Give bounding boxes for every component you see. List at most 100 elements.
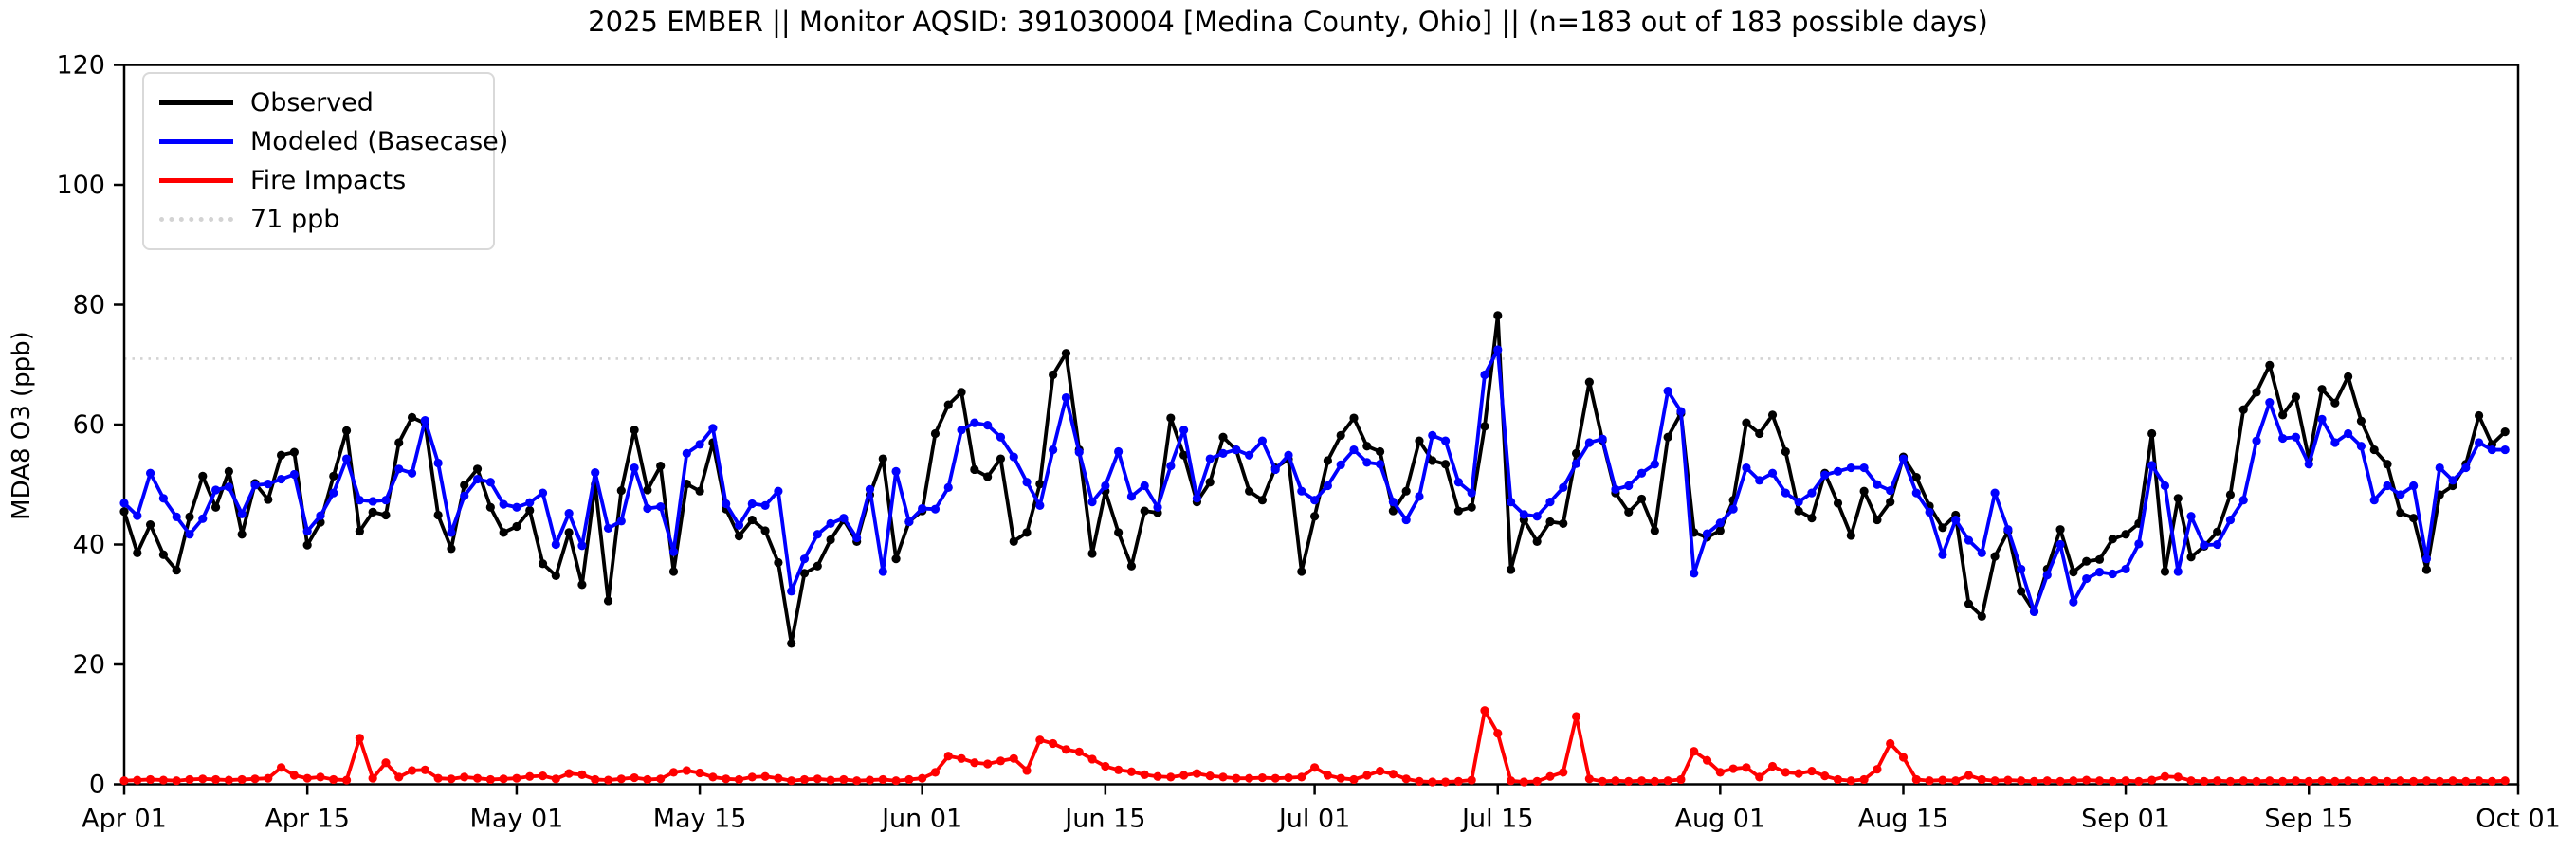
series-marker-fire-impacts xyxy=(2134,776,2144,786)
series-marker-observed xyxy=(577,580,587,590)
series-marker-modeled-basecase- xyxy=(1205,454,1215,463)
series-marker-fire-impacts xyxy=(2317,776,2327,786)
series-marker-fire-impacts xyxy=(2344,776,2353,786)
series-marker-fire-impacts xyxy=(2369,776,2379,786)
series-marker-observed xyxy=(1114,528,1124,537)
series-marker-observed xyxy=(1833,499,1843,508)
series-marker-observed xyxy=(2160,567,2170,576)
series-marker-modeled-basecase- xyxy=(525,498,535,507)
series-marker-modeled-basecase- xyxy=(145,468,155,478)
series-marker-modeled-basecase- xyxy=(551,539,560,550)
series-marker-modeled-basecase- xyxy=(1101,481,1110,491)
series-marker-modeled-basecase- xyxy=(1480,370,1489,380)
series-marker-observed xyxy=(2252,388,2261,397)
series-marker-fire-impacts xyxy=(2094,776,2105,786)
series-marker-observed xyxy=(472,464,483,474)
series-marker-modeled-basecase- xyxy=(1349,445,1359,455)
series-marker-observed xyxy=(1375,446,1385,457)
series-marker-observed xyxy=(1428,456,1437,465)
series-marker-fire-impacts xyxy=(930,768,941,777)
series-marker-observed xyxy=(276,450,286,460)
series-marker-modeled-basecase- xyxy=(460,491,469,500)
series-marker-modeled-basecase- xyxy=(1440,436,1451,445)
series-marker-modeled-basecase- xyxy=(2409,481,2419,491)
series-marker-observed xyxy=(603,596,613,606)
series-marker-modeled-basecase- xyxy=(603,523,613,534)
series-marker-modeled-basecase- xyxy=(1140,481,1149,491)
series-marker-fire-impacts xyxy=(2069,776,2078,786)
series-marker-modeled-basecase- xyxy=(2121,564,2130,574)
series-marker-modeled-basecase- xyxy=(1742,463,1751,473)
series-marker-modeled-basecase- xyxy=(682,448,691,458)
series-marker-fire-impacts xyxy=(264,773,273,783)
series-marker-observed xyxy=(1715,526,1725,535)
series-marker-observed xyxy=(329,471,338,481)
series-marker-fire-impacts xyxy=(2435,776,2444,786)
series-marker-fire-impacts xyxy=(368,773,377,783)
series-marker-fire-impacts xyxy=(1781,768,1790,777)
series-marker-modeled-basecase- xyxy=(1964,535,1974,545)
series-marker-observed xyxy=(1807,514,1817,523)
series-marker-observed xyxy=(1401,486,1411,496)
x-tick-label: Jun 01 xyxy=(880,805,962,834)
series-marker-observed xyxy=(826,535,835,545)
series-marker-observed xyxy=(695,486,704,496)
series-marker-observed xyxy=(1650,526,1659,535)
series-marker-observed xyxy=(616,485,626,496)
series-marker-modeled-basecase- xyxy=(1192,494,1202,503)
series-marker-fire-impacts xyxy=(1114,765,1124,774)
series-marker-fire-impacts xyxy=(1022,766,1032,775)
series-marker-modeled-basecase- xyxy=(1506,497,1516,507)
series-marker-fire-impacts xyxy=(1297,772,1306,782)
series-marker-modeled-basecase- xyxy=(1846,463,1855,473)
y-tick-label: 0 xyxy=(89,771,105,800)
series-marker-observed xyxy=(1938,523,1947,533)
series-marker-observed xyxy=(1846,531,1855,540)
series-marker-observed xyxy=(1571,448,1581,458)
series-marker-fire-impacts xyxy=(852,776,862,786)
series-marker-fire-impacts xyxy=(1270,773,1280,783)
series-marker-modeled-basecase- xyxy=(878,567,887,576)
x-tick-label: Jul 01 xyxy=(1277,805,1351,834)
series-marker-observed xyxy=(734,532,744,541)
series-marker-modeled-basecase- xyxy=(512,502,521,512)
series-marker-modeled-basecase- xyxy=(407,468,417,478)
series-marker-modeled-basecase- xyxy=(1886,485,1895,496)
series-marker-fire-impacts xyxy=(2147,775,2157,785)
series-marker-observed xyxy=(185,512,194,522)
series-marker-fire-impacts xyxy=(1584,774,1594,784)
series-marker-fire-impacts xyxy=(1846,776,1855,786)
series-marker-modeled-basecase- xyxy=(1690,569,1699,578)
series-marker-observed xyxy=(1859,486,1869,496)
series-marker-observed xyxy=(198,471,208,481)
series-marker-observed xyxy=(2383,460,2392,469)
series-marker-fire-impacts xyxy=(2500,776,2510,786)
y-tick-label: 60 xyxy=(73,410,105,440)
series-marker-observed xyxy=(2213,527,2222,536)
series-marker-observed xyxy=(1559,518,1568,528)
series-marker-fire-impacts xyxy=(1715,768,1725,777)
series-marker-fire-impacts xyxy=(1690,747,1699,756)
series-marker-fire-impacts xyxy=(119,776,129,786)
series-marker-modeled-basecase- xyxy=(289,469,299,480)
series-marker-modeled-basecase- xyxy=(2094,567,2105,577)
series-marker-observed xyxy=(1022,528,1032,537)
series-marker-modeled-basecase- xyxy=(1232,445,1241,455)
series-marker-modeled-basecase- xyxy=(1990,488,2000,498)
series-marker-observed xyxy=(774,557,783,568)
series-marker-modeled-basecase- xyxy=(2435,463,2444,473)
series-marker-modeled-basecase- xyxy=(2147,461,2157,470)
series-marker-fire-impacts xyxy=(1074,747,1084,756)
series-marker-modeled-basecase- xyxy=(2108,569,2117,579)
x-tick-label: Apr 01 xyxy=(82,805,167,834)
series-marker-modeled-basecase- xyxy=(2356,442,2366,451)
series-marker-modeled-basecase- xyxy=(1833,466,1843,476)
series-marker-modeled-basecase- xyxy=(2029,607,2039,616)
series-marker-fire-impacts xyxy=(1166,772,1176,782)
series-marker-observed xyxy=(368,507,377,517)
series-marker-modeled-basecase- xyxy=(774,486,783,496)
series-marker-modeled-basecase- xyxy=(630,463,639,473)
series-marker-fire-impacts xyxy=(2265,776,2275,786)
series-marker-modeled-basecase- xyxy=(643,503,652,514)
y-tick-label: 100 xyxy=(56,171,105,200)
